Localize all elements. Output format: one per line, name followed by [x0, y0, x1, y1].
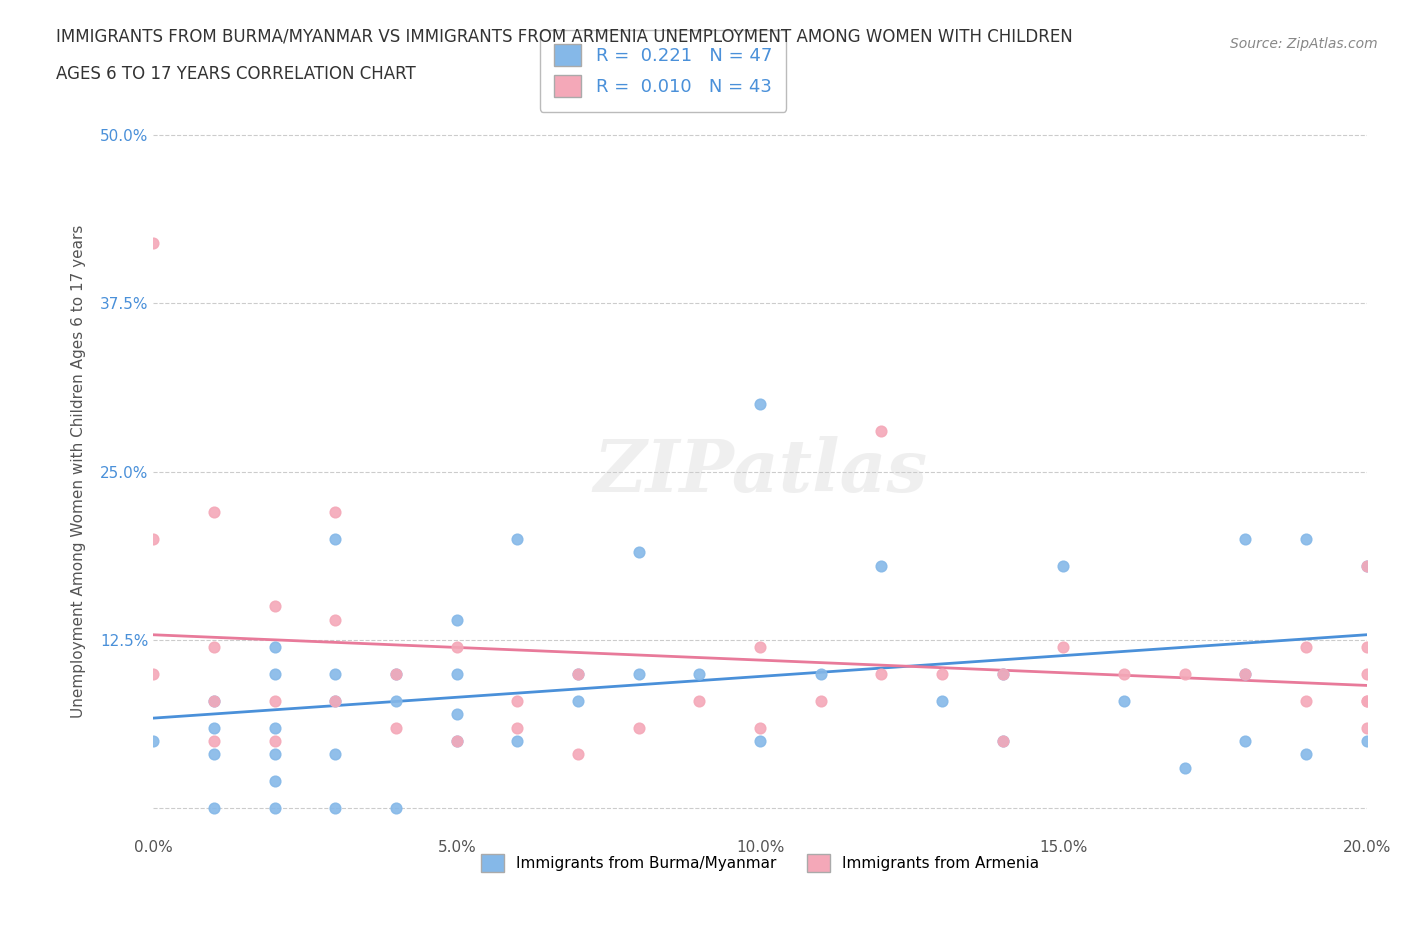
Point: [325, 801, 347, 816]
Point: [1355, 693, 1378, 708]
Point: [749, 639, 772, 654]
Point: [1355, 734, 1378, 749]
Point: [385, 666, 408, 681]
Point: [142, 532, 165, 547]
Point: [446, 734, 468, 749]
Point: [1234, 734, 1257, 749]
Point: [325, 693, 347, 708]
Legend: Immigrants from Burma/Myanmar, Immigrants from Armenia: Immigrants from Burma/Myanmar, Immigrant…: [475, 848, 1046, 879]
Point: [506, 693, 529, 708]
Point: [202, 734, 225, 749]
Point: [689, 666, 711, 681]
Point: [142, 734, 165, 749]
Point: [1174, 666, 1197, 681]
Point: [1114, 666, 1136, 681]
Point: [870, 559, 893, 574]
Point: [263, 734, 285, 749]
Point: [385, 693, 408, 708]
Point: [991, 666, 1014, 681]
Point: [263, 666, 285, 681]
Point: [263, 599, 285, 614]
Point: [1295, 639, 1317, 654]
Point: [263, 774, 285, 789]
Point: [202, 801, 225, 816]
Point: [263, 693, 285, 708]
Point: [870, 424, 893, 439]
Point: [991, 734, 1014, 749]
Point: [385, 666, 408, 681]
Point: [567, 666, 589, 681]
Point: [1052, 559, 1074, 574]
Point: [263, 801, 285, 816]
Point: [446, 612, 468, 627]
Point: [446, 734, 468, 749]
Point: [446, 639, 468, 654]
Point: [627, 545, 650, 560]
Point: [202, 693, 225, 708]
Point: [142, 666, 165, 681]
Point: [567, 666, 589, 681]
Point: [870, 666, 893, 681]
Point: [1234, 666, 1257, 681]
Point: [325, 666, 347, 681]
Point: [1355, 720, 1378, 735]
Point: [749, 734, 772, 749]
Point: [506, 532, 529, 547]
Point: [1295, 747, 1317, 762]
Point: [325, 747, 347, 762]
Point: [1295, 693, 1317, 708]
Point: [446, 707, 468, 722]
Point: [446, 666, 468, 681]
Point: [506, 734, 529, 749]
Point: [325, 505, 347, 520]
Point: [202, 720, 225, 735]
Point: [263, 747, 285, 762]
Point: [325, 693, 347, 708]
Point: [385, 720, 408, 735]
Point: [263, 639, 285, 654]
Point: [1114, 693, 1136, 708]
Point: [202, 747, 225, 762]
Text: ZIPatlas: ZIPatlas: [593, 436, 927, 507]
Point: [810, 666, 832, 681]
Point: [1234, 532, 1257, 547]
Point: [991, 734, 1014, 749]
Point: [749, 397, 772, 412]
Point: [1355, 559, 1378, 574]
Point: [991, 666, 1014, 681]
Point: [1355, 559, 1378, 574]
Point: [325, 532, 347, 547]
Point: [202, 639, 225, 654]
Point: [1052, 639, 1074, 654]
Y-axis label: Unemployment Among Women with Children Ages 6 to 17 years: Unemployment Among Women with Children A…: [72, 225, 86, 718]
Point: [506, 720, 529, 735]
Point: [749, 720, 772, 735]
Point: [1234, 666, 1257, 681]
Point: [567, 693, 589, 708]
Text: AGES 6 TO 17 YEARS CORRELATION CHART: AGES 6 TO 17 YEARS CORRELATION CHART: [56, 65, 416, 83]
Point: [142, 235, 165, 250]
Point: [263, 720, 285, 735]
Point: [1295, 532, 1317, 547]
Point: [931, 666, 953, 681]
Text: Source: ZipAtlas.com: Source: ZipAtlas.com: [1230, 37, 1378, 51]
Point: [627, 720, 650, 735]
Point: [1355, 639, 1378, 654]
Text: IMMIGRANTS FROM BURMA/MYANMAR VS IMMIGRANTS FROM ARMENIA UNEMPLOYMENT AMONG WOME: IMMIGRANTS FROM BURMA/MYANMAR VS IMMIGRA…: [56, 28, 1073, 46]
Point: [202, 693, 225, 708]
Point: [810, 693, 832, 708]
Point: [202, 505, 225, 520]
Point: [1355, 666, 1378, 681]
Point: [325, 612, 347, 627]
Point: [385, 801, 408, 816]
Point: [627, 666, 650, 681]
Point: [689, 693, 711, 708]
Point: [1174, 761, 1197, 776]
Point: [1355, 693, 1378, 708]
Point: [931, 693, 953, 708]
Point: [567, 747, 589, 762]
